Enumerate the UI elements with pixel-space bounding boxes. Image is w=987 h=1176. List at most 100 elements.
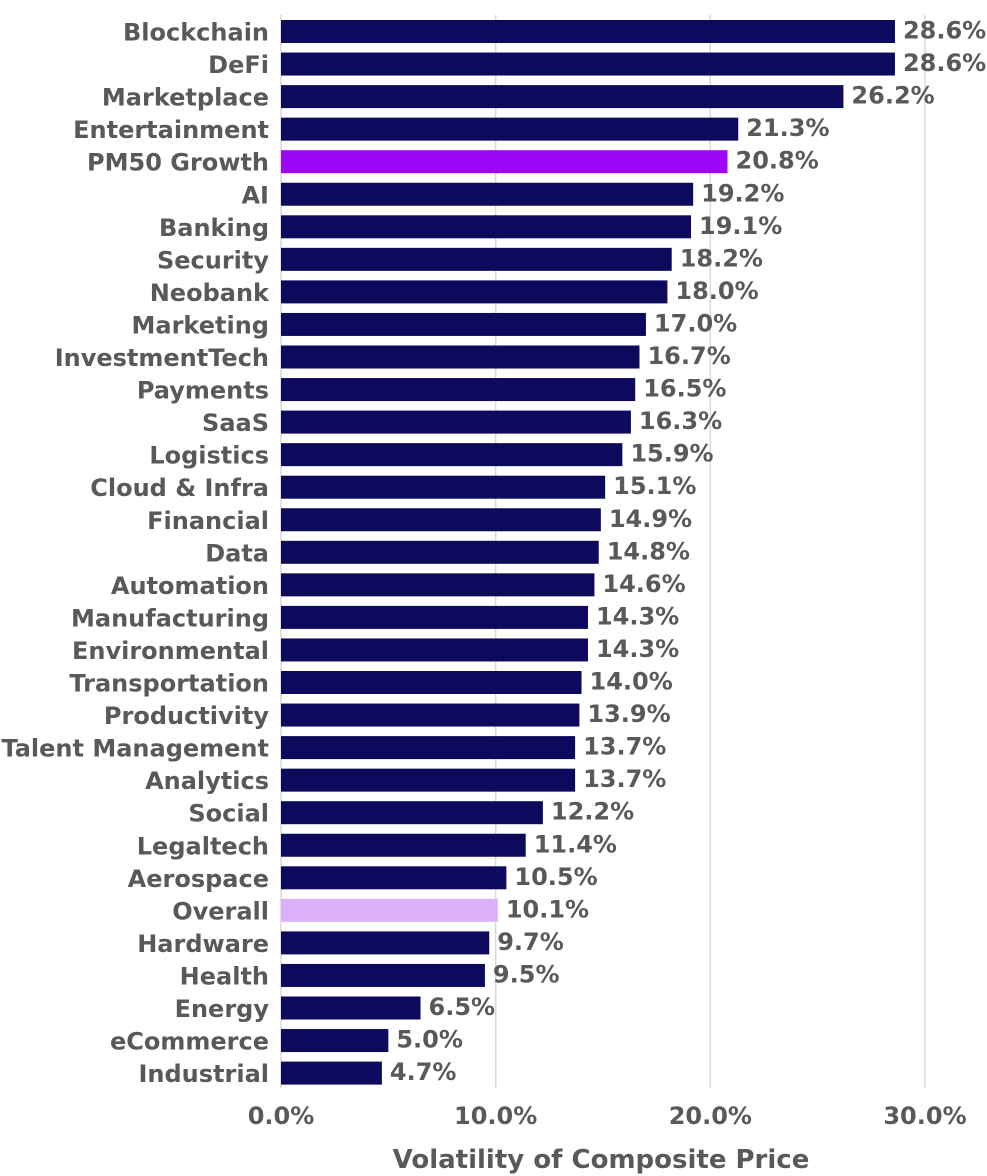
value-label-payments: 16.5% — [643, 375, 726, 403]
value-label-neobank: 18.0% — [675, 277, 758, 305]
value-label-defi: 28.6% — [903, 49, 986, 77]
category-label-energy: Energy — [175, 995, 270, 1023]
value-label-overall: 10.1% — [506, 895, 589, 923]
category-label-analytics: Analytics — [145, 767, 269, 795]
value-label-social: 12.2% — [551, 798, 634, 826]
bars — [281, 20, 895, 1085]
x-tick-label: 20.0% — [669, 1102, 752, 1130]
category-label-logistics: Logistics — [149, 442, 269, 470]
value-label-marketing: 17.0% — [654, 309, 737, 337]
bar-financial — [281, 508, 601, 532]
bar-social — [281, 801, 543, 825]
category-label-blockchain: Blockchain — [123, 19, 269, 47]
bar-productivity — [281, 703, 580, 727]
category-label-investmenttech: InvestmentTech — [55, 344, 269, 372]
x-tick-label: 30.0% — [883, 1102, 966, 1130]
category-label-environmental: Environmental — [72, 637, 269, 665]
category-label-productivity: Productivity — [104, 702, 269, 730]
bar-marketing — [281, 312, 646, 336]
value-label-security: 18.2% — [680, 244, 763, 272]
value-label-energy: 6.5% — [429, 993, 496, 1021]
value-label-entertainment: 21.3% — [746, 114, 829, 142]
value-label-automation: 14.6% — [602, 570, 685, 598]
category-label-aerospace: Aerospace — [128, 865, 269, 893]
category-label-marketing: Marketing — [132, 311, 269, 339]
bar-investmenttech — [281, 345, 640, 369]
value-label-ai: 19.2% — [701, 179, 784, 207]
bar-automation — [281, 573, 595, 597]
bar-saas — [281, 410, 631, 434]
category-labels: Blockchain DeFi Marketplace Entertainment PM… — [1, 19, 270, 1089]
x-tick-label: 0.0% — [248, 1102, 315, 1130]
value-label-analytics: 13.7% — [583, 765, 666, 793]
value-label-pm50-growth: 20.8% — [736, 147, 819, 175]
category-label-marketplace: Marketplace — [102, 84, 269, 112]
bar-entertainment — [281, 117, 739, 141]
value-label-blockchain: 28.6% — [903, 17, 986, 45]
category-label-financial: Financial — [147, 507, 269, 535]
bar-talent-management — [281, 736, 576, 760]
category-label-saas: SaaS — [202, 409, 269, 437]
value-label-transportation: 14.0% — [590, 668, 673, 696]
bar-cloud-and-infra — [281, 475, 606, 499]
x-axis-ticks: 0.0% 10.0% 20.0% 30.0% — [248, 1102, 967, 1130]
value-label-productivity: 13.9% — [587, 700, 670, 728]
bar-pm50-growth — [281, 150, 728, 174]
category-label-pm50-growth: PM50 Growth — [87, 149, 269, 177]
bar-ecommerce — [281, 1029, 389, 1053]
value-label-manufacturing: 14.3% — [596, 602, 679, 630]
bar-manufacturing — [281, 605, 588, 629]
bar-analytics — [281, 768, 576, 792]
bar-blockchain — [281, 20, 895, 43]
category-label-data: Data — [205, 539, 269, 567]
x-axis-title: Volatility of Composite Price — [393, 1145, 810, 1175]
bar-banking — [281, 215, 692, 239]
value-label-ecommerce: 5.0% — [396, 1026, 463, 1054]
value-label-hardware: 9.7% — [497, 928, 564, 956]
category-label-automation: Automation — [111, 572, 269, 600]
bar-logistics — [281, 443, 623, 467]
bar-payments — [281, 378, 636, 402]
category-label-security: Security — [157, 246, 269, 274]
value-label-industrial: 4.7% — [390, 1058, 457, 1086]
bar-industrial — [281, 1061, 382, 1085]
value-label-health: 9.5% — [493, 960, 560, 988]
category-label-neobank: Neobank — [150, 279, 270, 307]
bar-hardware — [281, 931, 490, 955]
value-label-logistics: 15.9% — [630, 440, 713, 468]
category-label-legaltech: Legaltech — [137, 832, 269, 860]
value-label-banking: 19.1% — [699, 212, 782, 240]
bar-neobank — [281, 280, 668, 304]
value-label-marketplace: 26.2% — [851, 82, 934, 110]
category-label-industrial: Industrial — [138, 1060, 269, 1088]
category-label-hardware: Hardware — [137, 930, 269, 958]
category-label-overall: Overall — [172, 897, 269, 925]
category-label-manufacturing: Manufacturing — [71, 604, 269, 632]
value-label-aerospace: 10.5% — [514, 863, 597, 891]
bar-health — [281, 963, 485, 987]
category-label-social: Social — [188, 800, 269, 828]
bar-environmental — [281, 638, 588, 662]
bar-security — [281, 247, 672, 271]
value-label-cloud-and-infra: 15.1% — [613, 472, 696, 500]
bar-overall — [281, 898, 498, 922]
category-label-banking: Banking — [159, 214, 269, 242]
category-label-ecommerce: eCommerce — [110, 1028, 269, 1056]
bar-aerospace — [281, 866, 507, 890]
bar-data — [281, 540, 599, 564]
value-label-talent-management: 13.7% — [583, 733, 666, 761]
bar-ai — [281, 182, 694, 206]
bar-transportation — [281, 671, 582, 694]
value-labels: 28.6% 28.6% 26.2% 21.3% 20.8% 19.2% 19.1% 18.2%… — [390, 17, 986, 1087]
value-label-environmental: 14.3% — [596, 635, 679, 663]
category-label-health: Health — [180, 962, 269, 990]
bar-energy — [281, 996, 421, 1020]
category-label-cloud-and-infra: Cloud & Infra — [90, 474, 269, 502]
category-label-entertainment: Entertainment — [73, 116, 269, 144]
category-label-payments: Payments — [137, 377, 269, 405]
value-label-financial: 14.9% — [609, 505, 692, 533]
category-label-defi: DeFi — [208, 51, 269, 79]
category-label-transportation: Transportation — [69, 670, 269, 698]
